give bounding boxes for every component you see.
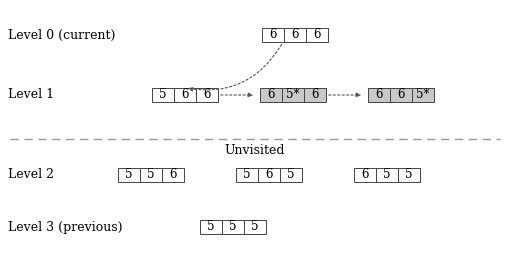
Bar (258, 168, 279, 182)
Text: 5: 5 (125, 169, 132, 181)
Bar (305, 28, 327, 42)
Bar (375, 168, 397, 182)
Text: 5: 5 (159, 88, 166, 102)
Text: 6: 6 (203, 88, 210, 102)
Bar (118, 168, 140, 182)
Bar (162, 168, 184, 182)
Text: 5: 5 (405, 169, 412, 181)
Text: 5*: 5* (286, 88, 299, 102)
Text: 6: 6 (313, 29, 320, 41)
Bar (200, 220, 221, 234)
Text: Unvisited: Unvisited (224, 144, 285, 158)
Bar (262, 28, 284, 42)
Bar (174, 88, 195, 102)
Text: 6: 6 (360, 169, 368, 181)
Text: 5: 5 (229, 221, 236, 234)
Text: 5: 5 (207, 221, 214, 234)
Bar (389, 88, 411, 102)
Bar (397, 168, 419, 182)
Text: 6: 6 (269, 29, 276, 41)
Text: Level 2: Level 2 (8, 169, 54, 181)
Text: 5: 5 (251, 221, 258, 234)
Text: 5: 5 (243, 169, 250, 181)
Text: 6: 6 (291, 29, 298, 41)
Text: 6: 6 (265, 169, 272, 181)
Bar (140, 168, 162, 182)
Text: 5: 5 (287, 169, 294, 181)
Bar (411, 88, 433, 102)
Text: Level 1: Level 1 (8, 88, 54, 102)
Bar (279, 168, 301, 182)
Bar (353, 168, 375, 182)
Bar (152, 88, 174, 102)
Text: 5: 5 (147, 169, 154, 181)
Bar (260, 88, 281, 102)
Bar (195, 88, 217, 102)
Text: Level 3 (previous): Level 3 (previous) (8, 221, 122, 234)
Text: 5: 5 (382, 169, 390, 181)
Text: Level 0 (current): Level 0 (current) (8, 29, 115, 41)
Bar (243, 220, 266, 234)
Text: 6: 6 (181, 88, 188, 102)
Bar (303, 88, 325, 102)
Text: 5*: 5* (415, 88, 429, 102)
Text: 6: 6 (310, 88, 318, 102)
Text: 6: 6 (169, 169, 177, 181)
Bar (221, 220, 243, 234)
Text: 6: 6 (397, 88, 404, 102)
Bar (281, 88, 303, 102)
Bar (367, 88, 389, 102)
Text: 6: 6 (267, 88, 274, 102)
Text: 6: 6 (375, 88, 382, 102)
Bar (236, 168, 258, 182)
Bar (284, 28, 305, 42)
